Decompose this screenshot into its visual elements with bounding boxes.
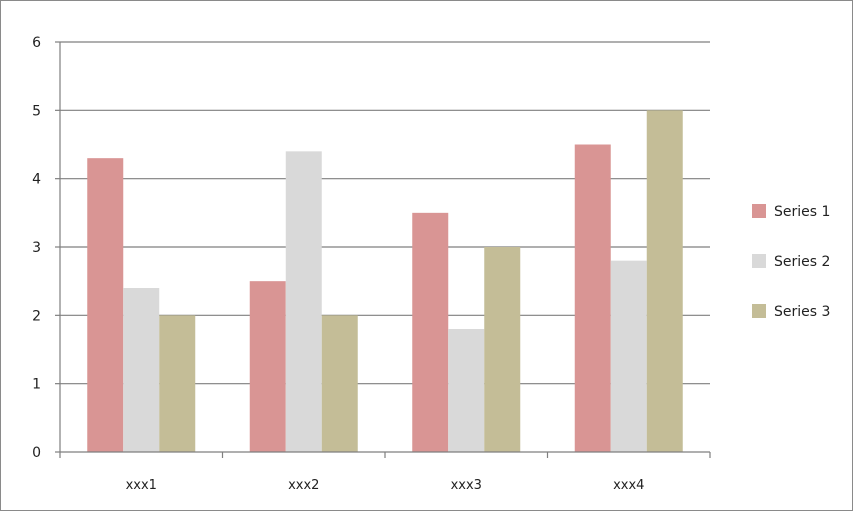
legend-swatch: [752, 304, 766, 318]
y-axis-ticks: 0 1 2 3 4 5 6: [32, 35, 60, 461]
y-tick-label: 0: [32, 445, 41, 461]
legend: Series 1 Series 2 Series 3: [752, 204, 830, 320]
bar-series-2-xxx3: [448, 329, 485, 452]
legend-swatch: [752, 204, 766, 218]
x-tick-label: xxx1: [126, 478, 157, 493]
y-tick-label: 1: [32, 377, 41, 393]
legend-label: Series 1: [774, 204, 830, 220]
legend-label: Series 2: [774, 254, 830, 270]
bar-series-3-xxx4: [646, 110, 683, 452]
bar-series-1-xxx4: [574, 144, 611, 452]
bar-series-2-xxx2: [285, 151, 322, 453]
y-tick-label: 5: [32, 103, 41, 119]
y-tick-label: 2: [32, 308, 41, 324]
bar-series-2-xxx1: [123, 288, 160, 452]
bar-series-3-xxx2: [321, 315, 358, 452]
x-axis-ticks: xxx1 xxx2 xxx3 xxx4: [59, 452, 711, 493]
bar-series-3-xxx3: [484, 247, 521, 452]
bar-series-2-xxx4: [610, 260, 647, 452]
legend-label: Series 3: [774, 304, 830, 320]
bar-series-1-xxx3: [412, 212, 449, 452]
x-tick-label: xxx2: [288, 478, 319, 493]
x-tick-label: xxx3: [451, 478, 482, 493]
bars: [87, 110, 683, 453]
y-tick-label: 3: [32, 240, 41, 256]
bar-series-3-xxx1: [159, 315, 196, 452]
x-tick-label: xxx4: [613, 478, 644, 493]
bar-series-1-xxx2: [249, 281, 286, 452]
y-tick-label: 4: [32, 172, 41, 188]
y-tick-label: 6: [32, 35, 41, 51]
legend-swatch: [752, 254, 766, 268]
bar-series-1-xxx1: [87, 158, 124, 452]
